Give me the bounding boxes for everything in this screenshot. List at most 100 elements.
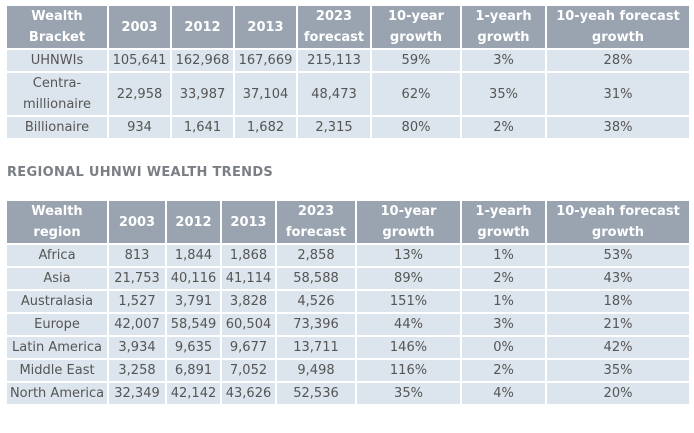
data-cell: 4% xyxy=(460,381,547,406)
data-cell: 42,142 xyxy=(165,381,222,406)
row-label: Middle East xyxy=(5,358,109,383)
header-row: Wealth Bracket 2003 2012 2013 2023 forecast 1… xyxy=(5,4,691,50)
data-cell: 35% xyxy=(545,358,691,383)
row-label: Australasia xyxy=(5,289,109,314)
data-cell: 28% xyxy=(545,48,691,73)
data-cell: 38% xyxy=(545,115,691,140)
data-cell: 42% xyxy=(545,335,691,360)
row-label: North America xyxy=(5,381,109,406)
bracket-table: Wealth Bracket 2003 2012 2013 2023 forecast 1… xyxy=(5,4,691,140)
header-cell: 1-yearh growth xyxy=(460,199,547,245)
row-label: UHNWIs xyxy=(5,48,109,73)
data-cell: 3,934 xyxy=(107,335,167,360)
data-cell: 6,891 xyxy=(165,358,222,383)
data-cell: 146% xyxy=(355,335,462,360)
data-row: Africa 813 1,844 1,868 2,858 13% 1% 53% xyxy=(5,243,691,268)
region-table: Wealth region 2003 2012 2013 2023 forecast 10… xyxy=(5,199,691,406)
data-cell: 13,711 xyxy=(275,335,357,360)
header-cell: 2023 forecast xyxy=(275,199,357,245)
data-cell: 2% xyxy=(460,266,547,291)
data-row: North America 32,349 42,142 43,626 52,536 35%… xyxy=(5,381,691,406)
row-label: Asia xyxy=(5,266,109,291)
header-cell: Wealth region xyxy=(5,199,109,245)
data-cell: 53% xyxy=(545,243,691,268)
data-row: UHNWIs 105,641 162,968 167,669 215,113 59% 3% 2… xyxy=(5,48,691,73)
data-cell: 73,396 xyxy=(275,312,357,337)
data-cell: 1,868 xyxy=(220,243,277,268)
data-cell: 1% xyxy=(460,243,547,268)
data-row: Middle East 3,258 6,891 7,052 9,498 116% 2% 35% xyxy=(5,358,691,383)
data-row: Centra-millionaire 22,958 33,987 37,104 48,4… xyxy=(5,71,691,117)
data-cell: 116% xyxy=(355,358,462,383)
data-cell: 215,113 xyxy=(296,48,372,73)
data-cell: 9,498 xyxy=(275,358,357,383)
data-cell: 41,114 xyxy=(220,266,277,291)
data-row: Latin America 3,934 9,635 9,677 13,711 146% 0%… xyxy=(5,335,691,360)
data-cell: 3,791 xyxy=(165,289,222,314)
data-row: Billionaire 934 1,641 1,682 2,315 80% 2% 38% xyxy=(5,115,691,140)
data-cell: 167,669 xyxy=(233,48,298,73)
data-cell: 3% xyxy=(460,48,547,73)
data-cell: 9,635 xyxy=(165,335,222,360)
data-row: Asia 21,753 40,116 41,114 58,588 89% 2% 43% xyxy=(5,266,691,291)
row-label: Europe xyxy=(5,312,109,337)
row-label: Africa xyxy=(5,243,109,268)
data-cell: 934 xyxy=(107,115,172,140)
data-cell: 31% xyxy=(545,71,691,117)
data-cell: 1,682 xyxy=(233,115,298,140)
data-row: Europe 42,007 58,549 60,504 73,396 44% 3% 21% xyxy=(5,312,691,337)
data-cell: 33,987 xyxy=(170,71,235,117)
data-cell: 40,116 xyxy=(165,266,222,291)
data-cell: 35% xyxy=(460,71,547,117)
data-cell: 13% xyxy=(355,243,462,268)
data-cell: 20% xyxy=(545,381,691,406)
data-cell: 105,641 xyxy=(107,48,172,73)
data-cell: 0% xyxy=(460,335,547,360)
data-cell: 2,858 xyxy=(275,243,357,268)
data-cell: 48,473 xyxy=(296,71,372,117)
data-cell: 52,536 xyxy=(275,381,357,406)
data-cell: 1,527 xyxy=(107,289,167,314)
data-cell: 7,052 xyxy=(220,358,277,383)
data-cell: 813 xyxy=(107,243,167,268)
header-cell: 1-yearh growth xyxy=(460,4,547,50)
data-cell: 2% xyxy=(460,115,547,140)
header-row: Wealth region 2003 2012 2013 2023 forecast 10… xyxy=(5,199,691,245)
header-cell: 10-year growth xyxy=(355,199,462,245)
header-cell: 2003 xyxy=(107,199,167,245)
data-cell: 3,258 xyxy=(107,358,167,383)
data-cell: 1,641 xyxy=(170,115,235,140)
header-cell: Wealth Bracket xyxy=(5,4,109,50)
data-cell: 80% xyxy=(370,115,462,140)
data-cell: 2,315 xyxy=(296,115,372,140)
data-cell: 43% xyxy=(545,266,691,291)
data-cell: 32,349 xyxy=(107,381,167,406)
data-cell: 151% xyxy=(355,289,462,314)
data-cell: 58,588 xyxy=(275,266,357,291)
data-cell: 43,626 xyxy=(220,381,277,406)
data-cell: 4,526 xyxy=(275,289,357,314)
data-cell: 37,104 xyxy=(233,71,298,117)
data-cell: 59% xyxy=(370,48,462,73)
header-cell: 10-yeah forecast growth xyxy=(545,4,691,50)
header-cell: 2013 xyxy=(220,199,277,245)
header-cell: 2023 forecast xyxy=(296,4,372,50)
data-cell: 42,007 xyxy=(107,312,167,337)
data-cell: 60,504 xyxy=(220,312,277,337)
section-title: REGIONAL UHNWI WEALTH TRENDS xyxy=(7,165,274,180)
header-cell: 2013 xyxy=(233,4,298,50)
data-cell: 162,968 xyxy=(170,48,235,73)
header-cell: 2012 xyxy=(170,4,235,50)
data-cell: 1% xyxy=(460,289,547,314)
header-cell: 10-yeah forecast growth xyxy=(545,199,691,245)
data-row: Australasia 1,527 3,791 3,828 4,526 151% 1% 18% xyxy=(5,289,691,314)
data-cell: 3% xyxy=(460,312,547,337)
header-cell: 2003 xyxy=(107,4,172,50)
row-label: Centra-millionaire xyxy=(5,71,109,117)
data-cell: 44% xyxy=(355,312,462,337)
data-cell: 35% xyxy=(355,381,462,406)
data-cell: 58,549 xyxy=(165,312,222,337)
data-cell: 2% xyxy=(460,358,547,383)
